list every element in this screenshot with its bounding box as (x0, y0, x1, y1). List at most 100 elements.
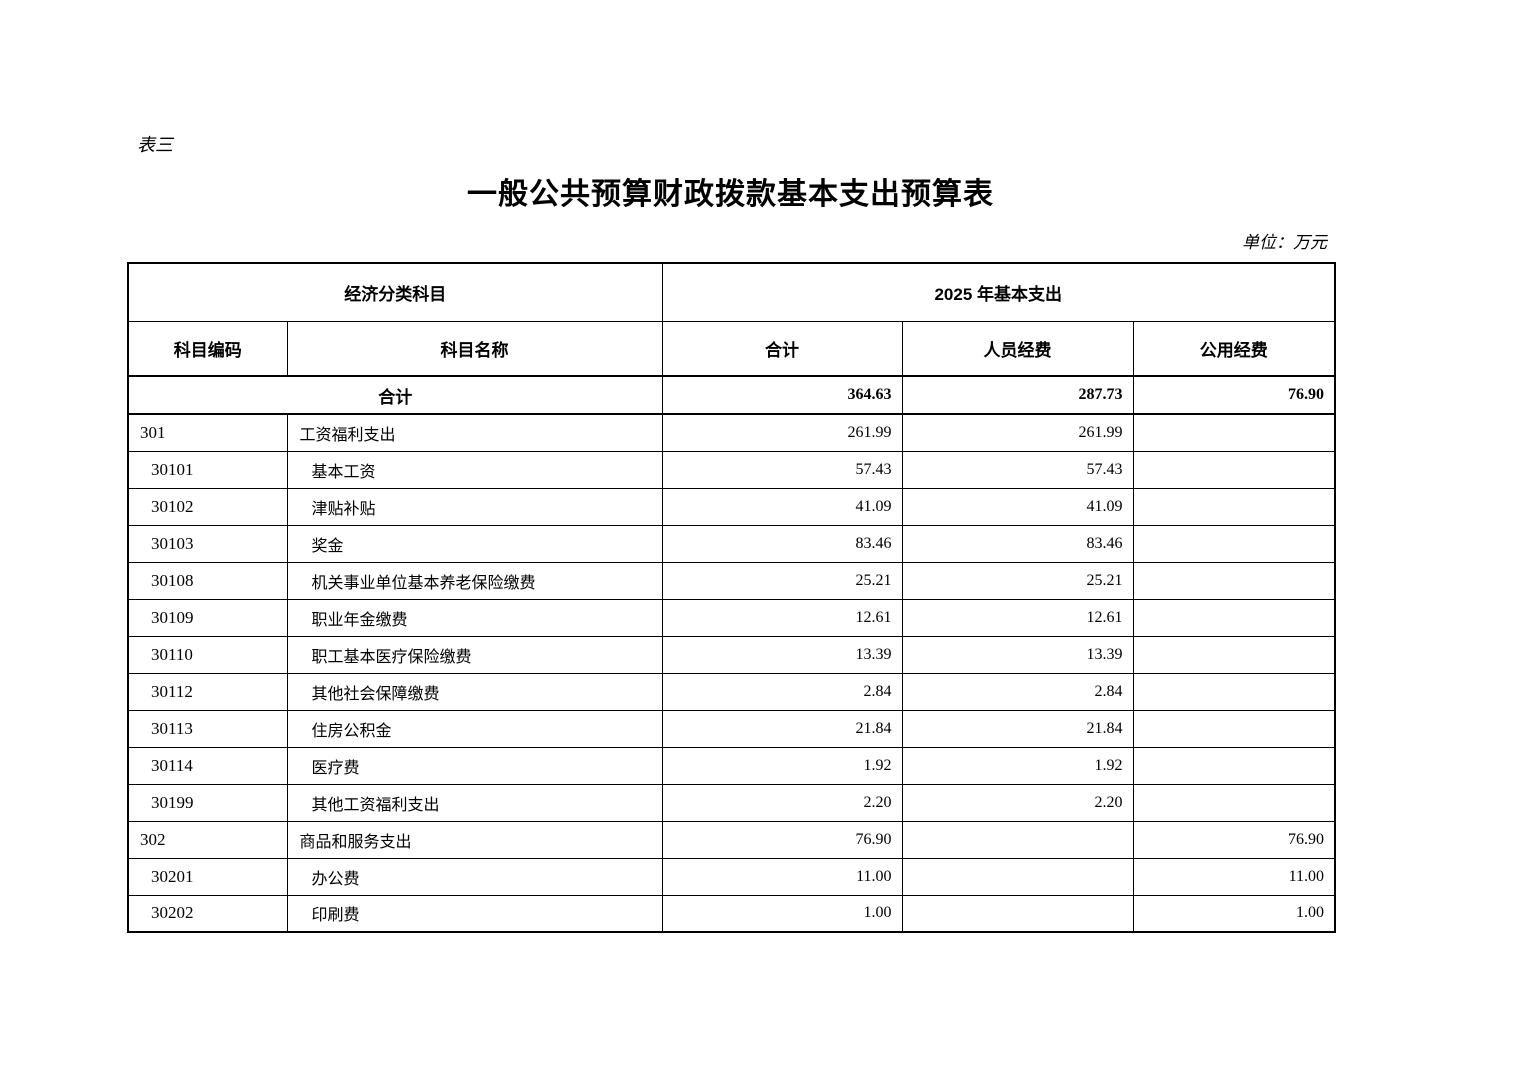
sheet-label: 表三 (137, 135, 173, 156)
subject-code-cell: 30113 (127, 709, 288, 748)
header-2025-basic-expenditure: 2025 年基本支出 (661, 262, 1336, 322)
personnel-funds-cell: 12.61 (901, 598, 1134, 637)
personnel-funds-cell: 2.84 (901, 672, 1134, 711)
personnel-funds-cell: 57.43 (901, 450, 1134, 489)
grand-total-public-value: 76.90 (1132, 375, 1336, 415)
subject-code-cell: 30109 (127, 598, 288, 637)
subject-code-cell: 302 (127, 820, 288, 859)
public-funds-cell (1132, 709, 1336, 748)
table-header: 经济分类科目 2025 年基本支出 科目编码 科目名称 合计 人员经费 公用经费 (127, 262, 1336, 377)
grand-total-personnel-value: 287.73 (901, 375, 1134, 415)
table-row: 30108 机关事业单位基本养老保险缴费 25.21 25.21 (127, 561, 1336, 600)
total-cell: 12.61 (661, 598, 903, 637)
total-cell: 1.00 (661, 894, 903, 933)
public-funds-cell (1132, 672, 1336, 711)
public-funds-cell (1132, 450, 1336, 489)
total-cell: 2.84 (661, 672, 903, 711)
public-funds-cell (1132, 413, 1336, 452)
table-row: 30202 印刷费 1.00 1.00 (127, 894, 1336, 933)
header-economic-classification: 经济分类科目 (127, 262, 663, 322)
total-cell: 1.92 (661, 746, 903, 785)
subject-code-cell: 30102 (127, 487, 288, 526)
personnel-funds-cell (901, 894, 1134, 933)
total-cell: 25.21 (661, 561, 903, 600)
subject-code-cell: 30110 (127, 635, 288, 674)
subject-name-cell: 其他工资福利支出 (286, 783, 663, 822)
subject-name-cell: 基本工资 (286, 450, 663, 489)
grand-total-total-value: 364.63 (661, 375, 903, 415)
public-funds-cell (1132, 783, 1336, 822)
subject-name-cell: 职业年金缴费 (286, 598, 663, 637)
unit-note: 单位：万元 (1242, 233, 1327, 253)
total-cell: 21.84 (661, 709, 903, 748)
grand-total-row: 合计 364.63 287.73 76.90 (127, 375, 1336, 415)
table-row: 30112 其他社会保障缴费 2.84 2.84 (127, 672, 1336, 711)
personnel-funds-cell: 13.39 (901, 635, 1134, 674)
public-funds-cell (1132, 561, 1336, 600)
table-row: 30110 职工基本医疗保险缴费 13.39 13.39 (127, 635, 1336, 674)
table-row: 30114 医疗费 1.92 1.92 (127, 746, 1336, 785)
public-funds-cell: 1.00 (1132, 894, 1336, 933)
personnel-funds-cell: 25.21 (901, 561, 1134, 600)
public-funds-cell (1132, 598, 1336, 637)
page-title: 一般公共预算财政拨款基本支出预算表 (467, 178, 994, 211)
column-header-total: 合计 (661, 320, 903, 377)
column-header-personnel-funds: 人员经费 (901, 320, 1134, 377)
table-row: 30103 奖金 83.46 83.46 (127, 524, 1336, 563)
subject-name-cell: 医疗费 (286, 746, 663, 785)
subject-name-cell: 机关事业单位基本养老保险缴费 (286, 561, 663, 600)
table-row: 30101 基本工资 57.43 57.43 (127, 450, 1336, 489)
subject-name-cell: 津贴补贴 (286, 487, 663, 526)
table-row: 301 工资福利支出 261.99 261.99 (127, 413, 1336, 452)
budget-table: 经济分类科目 2025 年基本支出 科目编码 科目名称 合计 人员经费 公用经费… (127, 262, 1336, 933)
subject-name-cell: 奖金 (286, 524, 663, 563)
subject-name-cell: 印刷费 (286, 894, 663, 933)
personnel-funds-cell: 1.92 (901, 746, 1134, 785)
total-cell: 11.00 (661, 857, 903, 896)
subject-code-cell: 30201 (127, 857, 288, 896)
subject-code-cell: 30108 (127, 561, 288, 600)
table-row: 302 商品和服务支出 76.90 76.90 (127, 820, 1336, 859)
subject-name-cell: 工资福利支出 (286, 413, 663, 452)
table-body: 合计 364.63 287.73 76.90 301 工资福利支出 261.99… (127, 375, 1336, 933)
subject-name-cell: 商品和服务支出 (286, 820, 663, 859)
subject-code-cell: 30103 (127, 524, 288, 563)
subject-name-cell: 办公费 (286, 857, 663, 896)
personnel-funds-cell: 83.46 (901, 524, 1134, 563)
total-cell: 57.43 (661, 450, 903, 489)
subject-code-cell: 301 (127, 413, 288, 452)
public-funds-cell (1132, 635, 1336, 674)
personnel-funds-cell (901, 820, 1134, 859)
table-row: 30109 职业年金缴费 12.61 12.61 (127, 598, 1336, 637)
personnel-funds-cell: 41.09 (901, 487, 1134, 526)
subject-name-cell: 其他社会保障缴费 (286, 672, 663, 711)
public-funds-cell (1132, 746, 1336, 785)
subject-code-cell: 30112 (127, 672, 288, 711)
public-funds-cell: 11.00 (1132, 857, 1336, 896)
subject-code-cell: 30114 (127, 746, 288, 785)
total-cell: 41.09 (661, 487, 903, 526)
table-row: 30102 津贴补贴 41.09 41.09 (127, 487, 1336, 526)
subject-code-cell: 30202 (127, 894, 288, 933)
personnel-funds-cell: 21.84 (901, 709, 1134, 748)
table-row: 30199 其他工资福利支出 2.20 2.20 (127, 783, 1336, 822)
table-row: 30113 住房公积金 21.84 21.84 (127, 709, 1336, 748)
column-header-subject-name: 科目名称 (286, 320, 663, 377)
total-cell: 2.20 (661, 783, 903, 822)
header-label-row: 科目编码 科目名称 合计 人员经费 公用经费 (127, 320, 1336, 377)
column-header-public-funds: 公用经费 (1132, 320, 1336, 377)
grand-total-label: 合计 (127, 375, 663, 415)
total-cell: 261.99 (661, 413, 903, 452)
public-funds-cell: 76.90 (1132, 820, 1336, 859)
public-funds-cell (1132, 487, 1336, 526)
total-cell: 83.46 (661, 524, 903, 563)
subject-code-cell: 30101 (127, 450, 288, 489)
column-header-subject-code: 科目编码 (127, 320, 288, 377)
public-funds-cell (1132, 524, 1336, 563)
personnel-funds-cell: 2.20 (901, 783, 1134, 822)
total-cell: 13.39 (661, 635, 903, 674)
header-group-row: 经济分类科目 2025 年基本支出 (127, 262, 1336, 322)
subject-name-cell: 住房公积金 (286, 709, 663, 748)
personnel-funds-cell (901, 857, 1134, 896)
